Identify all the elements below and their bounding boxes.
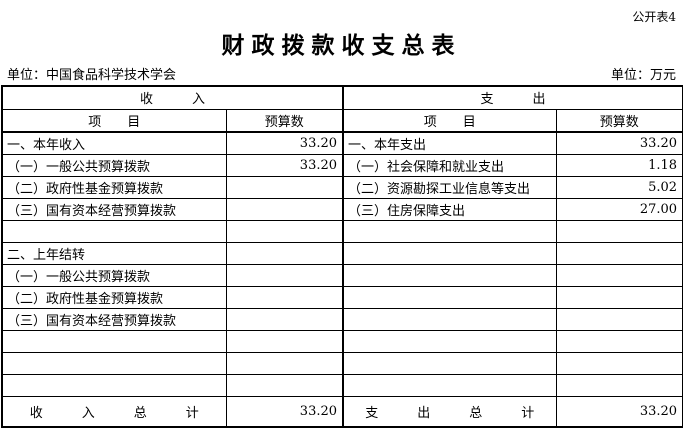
revenue-total-label: 收 入 总 计 (1, 395, 227, 428)
revenue-item-cell (1, 219, 227, 243)
revenue-total-value: 33.20 (225, 395, 344, 428)
revenue-item-cell: （三）国有资本经营预算拨款 (1, 197, 227, 221)
expenditure-item-cell: （一）社会保障和就业支出 (342, 153, 557, 177)
revenue-item-cell: 二、上年结转 (1, 241, 227, 265)
table-row: （二）政府性基金预算拨款 (1, 285, 683, 309)
revenue-value-cell (225, 373, 344, 397)
expenditure-section-header: 支 出 (342, 85, 683, 110)
revenue-item-column-header: 项 目 (1, 108, 227, 133)
expenditure-budget-column-header: 预算数 (555, 108, 683, 133)
table-row (1, 351, 683, 375)
currency-unit-label: 单位：万元 (610, 68, 676, 83)
expenditure-item-cell: （二）资源勘探工业信息等支出 (342, 175, 557, 199)
revenue-value-cell (225, 197, 344, 221)
expenditure-item-cell (342, 373, 557, 397)
expenditure-item-cell (342, 351, 557, 375)
expenditure-value-cell (555, 329, 683, 353)
form-number-label: 公开表4 (632, 10, 676, 24)
revenue-value-cell (225, 285, 344, 309)
revenue-value-cell (225, 307, 344, 331)
table-row: （二）政府性基金预算拨款 （二）资源勘探工业信息等支出 5.02 (1, 175, 683, 199)
expenditure-value-cell (555, 307, 683, 331)
expenditure-item-cell (342, 219, 557, 243)
table-row: （一）一般公共预算拨款 (1, 263, 683, 287)
total-row: 收 入 总 计 33.20 支 出 总 计 33.20 (1, 395, 683, 428)
expenditure-item-cell (342, 241, 557, 265)
table-row: （三）国有资本经营预算拨款 （三）住房保障支出 27.00 (1, 197, 683, 221)
revenue-value-cell (225, 219, 344, 243)
revenue-value-cell (225, 175, 344, 199)
revenue-budget-column-header: 预算数 (225, 108, 344, 133)
expenditure-value-cell (555, 351, 683, 375)
expenditure-value-cell (555, 219, 683, 243)
section-header-row: 收 入 支 出 (1, 85, 683, 110)
revenue-value-cell: 33.20 (225, 131, 344, 155)
expenditure-value-cell (555, 373, 683, 397)
table-row (1, 329, 683, 353)
expenditure-item-cell (342, 285, 557, 309)
organization-unit-label: 单位：中国食品科学技术学会 (7, 68, 177, 83)
expenditure-item-cell (342, 307, 557, 331)
table-row (1, 373, 683, 397)
expenditure-value-cell: 5.02 (555, 175, 683, 199)
table-row (1, 219, 683, 243)
column-header-row: 项 目 预算数 项 目 预算数 (1, 108, 683, 133)
fiscal-appropriation-summary-table: 收 入 支 出 项 目 预算数 项 目 预算数 一、本年收入 33.20 一、本… (1, 85, 683, 428)
revenue-value-cell (225, 263, 344, 287)
revenue-item-cell (1, 329, 227, 353)
expenditure-value-cell: 33.20 (555, 131, 683, 155)
revenue-item-cell (1, 373, 227, 397)
revenue-item-cell: （三）国有资本经营预算拨款 (1, 307, 227, 331)
expenditure-item-cell (342, 329, 557, 353)
table-row: 一、本年收入 33.20 一、本年支出 33.20 (1, 131, 683, 155)
revenue-value-cell (225, 329, 344, 353)
expenditure-value-cell: 1.18 (555, 153, 683, 177)
expenditure-item-column-header: 项 目 (342, 108, 557, 133)
revenue-value-cell (225, 351, 344, 375)
expenditure-value-cell (555, 263, 683, 287)
revenue-item-cell: （二）政府性基金预算拨款 (1, 285, 227, 309)
expenditure-value-cell (555, 285, 683, 309)
expenditure-item-cell: （三）住房保障支出 (342, 197, 557, 221)
revenue-item-cell: （一）一般公共预算拨款 (1, 263, 227, 287)
table-row: 二、上年结转 (1, 241, 683, 265)
revenue-item-cell (1, 351, 227, 375)
revenue-section-header: 收 入 (1, 85, 344, 110)
expenditure-value-cell: 27.00 (555, 197, 683, 221)
page-title: 财政拨款收支总表 (221, 32, 462, 59)
revenue-item-cell: （二）政府性基金预算拨款 (1, 175, 227, 199)
revenue-value-cell (225, 241, 344, 265)
revenue-item-cell: 一、本年收入 (1, 131, 227, 155)
revenue-item-cell: （一）一般公共预算拨款 (1, 153, 227, 177)
expenditure-total-label: 支 出 总 计 (342, 395, 557, 428)
expenditure-total-value: 33.20 (555, 395, 683, 428)
expenditure-item-cell: 一、本年支出 (342, 131, 557, 155)
expenditure-item-cell (342, 263, 557, 287)
revenue-value-cell: 33.20 (225, 153, 344, 177)
table-row: （三）国有资本经营预算拨款 (1, 307, 683, 331)
table-row: （一）一般公共预算拨款 33.20 （一）社会保障和就业支出 1.18 (1, 153, 683, 177)
expenditure-value-cell (555, 241, 683, 265)
